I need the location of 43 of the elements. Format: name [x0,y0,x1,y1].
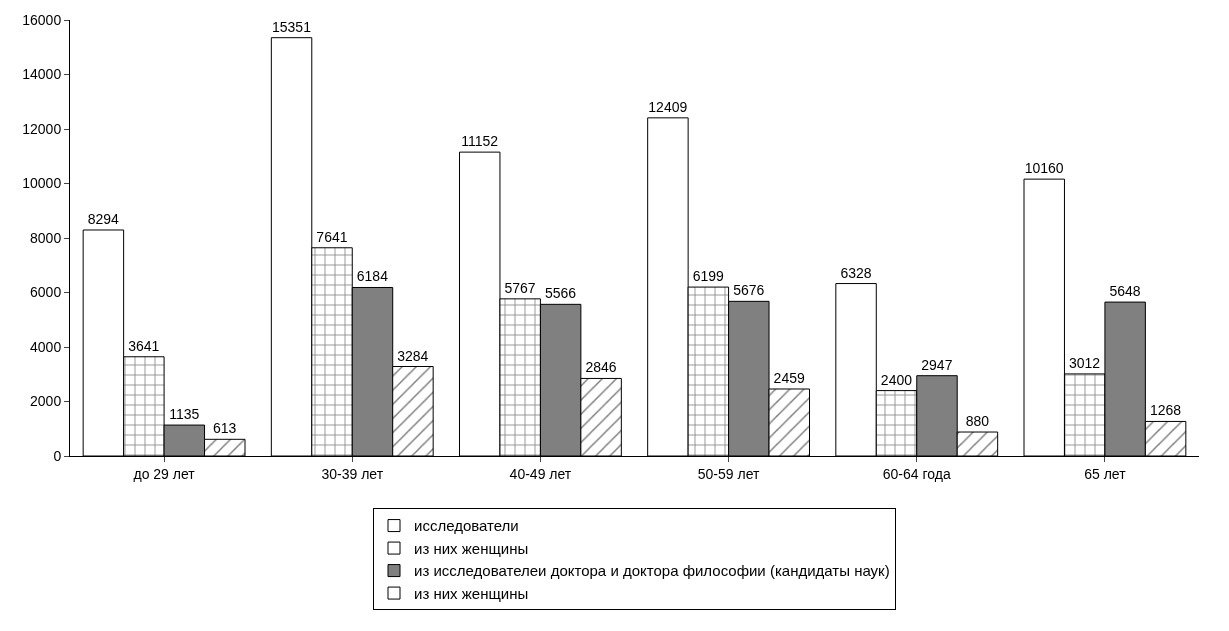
x-tick-label: до 29 лет [133,465,196,482]
legend-label: из них женщины [414,584,529,602]
x-tick-label: 30-39 лет [321,465,384,482]
data-label: 5648 [1109,283,1141,300]
data-label: 10160 [1024,160,1064,177]
data-label: 6328 [840,264,872,281]
y-tick-label: 12000 [22,120,62,137]
data-label: 6184 [356,268,389,285]
data-label: 2846 [585,359,617,376]
x-tick-label: 40-49 лет [509,465,572,482]
data-label: 1135 [169,406,200,423]
y-tick-label: 8000 [30,229,62,246]
x-tick-label: 50-59 лет [697,465,760,482]
data-label: 2400 [880,371,913,388]
data-label: 5676 [733,282,765,299]
data-label: 3012 [1069,354,1101,371]
data-label: 6199 [692,268,725,285]
data-label: 613 [212,420,237,437]
data-label: 5767 [504,279,536,296]
data-label: 12409 [648,98,688,115]
data-label: 880 [965,413,990,430]
data-label: 8294 [87,210,120,227]
data-label: 1268 [1149,402,1182,419]
y-tick-label: 4000 [30,338,62,355]
data-label: 11152 [461,133,499,150]
data-label: 7641 [316,228,348,245]
data-label: 3641 [128,337,160,354]
legend-label: из них женщины [414,539,529,557]
data-label: 2459 [773,369,805,386]
x-tick-label: 60-64 года [882,465,951,482]
y-tick-label: 2000 [30,393,62,410]
x-tick-label: 65 лет [1084,465,1127,482]
y-tick-label: 0 [53,447,62,464]
data-label: 3284 [397,347,429,364]
y-tick-label: 14000 [22,66,62,83]
y-tick-label: 10000 [22,175,62,192]
y-tick-label: 6000 [30,284,62,301]
data-label: 5566 [544,285,577,302]
y-tick-label: 16000 [22,11,62,28]
data-label: 2947 [921,356,953,373]
legend-label: исследователи [414,517,519,535]
legend-label: из исследователеи доктора и доктора философии (кандидаты наук) [414,562,890,580]
data-label: 15351 [271,18,312,35]
